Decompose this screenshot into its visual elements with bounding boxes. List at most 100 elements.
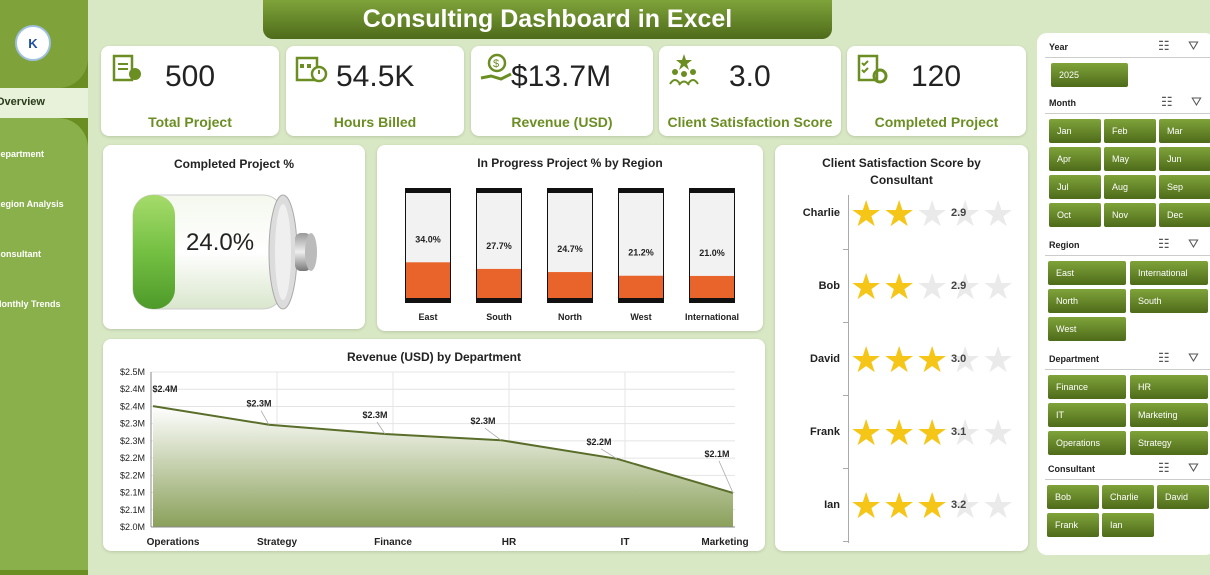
category-label: International	[685, 312, 739, 322]
multi-select-icon[interactable]: ☷	[1161, 94, 1173, 109]
leader-line	[718, 460, 734, 494]
consultant-chart-panel: Client Satisfaction Score by Consultant …	[775, 145, 1028, 551]
data-label: $2.3M	[470, 416, 495, 426]
clear-filter-icon[interactable]: ⛛	[1191, 94, 1202, 109]
bar-fill	[619, 275, 663, 298]
slicer-consultant-david[interactable]: David	[1157, 485, 1209, 509]
score-label: 3.2	[951, 499, 967, 511]
multi-select-icon[interactable]: ☷	[1158, 460, 1170, 475]
chart-title: Revenue (USD) by Department	[346, 350, 522, 364]
kpi-card-total-project: 500 Total Project	[101, 46, 279, 136]
region-bar-north: 24.7% North	[547, 188, 593, 322]
slicer-consultant-frank[interactable]: Frank	[1047, 513, 1099, 537]
slicer-month-sep[interactable]: Sep	[1159, 175, 1210, 199]
slicer-year-title: Year	[1049, 42, 1069, 52]
slicer-department-strategy[interactable]: Strategy	[1130, 431, 1208, 455]
region-chart-panel: In Progress Project % by Region 34.0% Eas…	[377, 145, 763, 331]
sidebar-item-overview[interactable]: Overview	[0, 88, 88, 118]
star-empty-icon: ★	[982, 485, 1015, 526]
multi-select-icon[interactable]: ☷	[1158, 350, 1170, 365]
sidebar-nav-panel	[0, 118, 88, 570]
slicer-region-west[interactable]: West	[1048, 317, 1126, 341]
y-tick-label: $2.3M	[120, 436, 145, 446]
slicer-region-east[interactable]: East	[1048, 261, 1126, 285]
star-filled-icon: ★	[850, 266, 883, 307]
slicer-year-2025[interactable]: 2025	[1051, 63, 1128, 87]
slicer-department-hr[interactable]: HR	[1130, 375, 1208, 399]
region-bar-east: 34.0% East	[405, 188, 451, 322]
slicer-month-jun[interactable]: Jun	[1159, 147, 1210, 171]
slicer-department-title: Department	[1049, 354, 1100, 364]
sidebar-item-monthly-trends[interactable]: Monthly Trends	[0, 299, 61, 309]
star-filled-icon: ★	[883, 339, 916, 380]
consultant-label: Frank	[810, 426, 840, 438]
star-empty-icon: ★	[982, 266, 1015, 307]
star-filled-icon: ★	[883, 266, 916, 307]
slicer-region-south[interactable]: South	[1130, 289, 1208, 313]
kpi-label: Client Satisfaction Score	[667, 114, 833, 130]
slicer-month-feb[interactable]: Feb	[1104, 119, 1156, 143]
leader-line	[600, 448, 618, 460]
slicer-month-apr[interactable]: Apr	[1049, 147, 1101, 171]
score-label: 3.1	[951, 426, 967, 438]
leader-line	[260, 410, 270, 425]
consultant-label: Ian	[824, 499, 840, 511]
bar-fill	[406, 262, 450, 298]
axis-tick	[843, 468, 848, 469]
kpi-value: 54.5K	[336, 60, 415, 93]
slicer-department-finance[interactable]: Finance	[1048, 375, 1126, 399]
slicer-region-north[interactable]: North	[1048, 289, 1126, 313]
sidebar-item-region-analysis[interactable]: Region Analysis	[0, 199, 64, 209]
area-fill	[153, 406, 733, 527]
axis-tick	[843, 322, 848, 323]
slicer-region-international[interactable]: International	[1130, 261, 1208, 285]
clear-filter-icon[interactable]: ⛛	[1188, 460, 1199, 475]
kpi-value: $13.7M	[511, 60, 612, 93]
slicer-month-nov[interactable]: Nov	[1104, 203, 1156, 227]
clear-filter-icon[interactable]: ⛛	[1188, 38, 1199, 53]
multi-select-icon[interactable]: ☷	[1158, 38, 1170, 53]
x-tick-label: Operations	[147, 537, 200, 548]
bar-fill	[548, 272, 592, 298]
slicer-month-oct[interactable]: Oct	[1049, 203, 1101, 227]
axis-tick	[843, 395, 848, 396]
slicer-month-dec[interactable]: Dec	[1159, 203, 1210, 227]
chart-title-line2: Consultant	[870, 173, 933, 187]
category-label: North	[558, 312, 582, 322]
y-tick-label: $2.5M	[120, 367, 145, 377]
revenue-chart-panel: Revenue (USD) by Department $2.0M $2.1M $2…	[103, 339, 765, 551]
slicer-consultant-charlie[interactable]: Charlie	[1102, 485, 1154, 509]
chart-title: Client Satisfaction Score by	[822, 156, 981, 170]
axis-tick	[843, 541, 848, 542]
slicer-month-may[interactable]: May	[1104, 147, 1156, 171]
slicer-month-mar[interactable]: Mar	[1159, 119, 1210, 143]
kpi-label: Hours Billed	[333, 114, 417, 130]
bar-data-label: 24.7%	[557, 244, 583, 254]
star-empty-icon: ★	[982, 339, 1015, 380]
slicer-month-jul[interactable]: Jul	[1049, 175, 1101, 199]
slicer-month-aug[interactable]: Aug	[1104, 175, 1156, 199]
multi-select-icon[interactable]: ☷	[1158, 236, 1170, 251]
sidebar-item-department[interactable]: Department	[0, 149, 45, 159]
bar-fill	[690, 275, 734, 298]
slicer-consultant-title: Consultant	[1048, 464, 1095, 474]
bar-data-label: 21.2%	[628, 248, 654, 258]
clear-filter-icon[interactable]: ⛛	[1188, 236, 1199, 251]
revenue-area-chart: $2.0M $2.1M $2.1M $2.2M $2.2M $2.3M $2.3M $2.4M…	[120, 367, 749, 548]
slicer-department-operations[interactable]: Operations	[1048, 431, 1126, 455]
x-tick-label: HR	[502, 537, 517, 548]
clipboard-icon	[112, 54, 141, 82]
sidebar-item-consultant[interactable]: Consultant	[0, 249, 41, 259]
slicer-consultant-bob[interactable]: Bob	[1047, 485, 1099, 509]
region-bar-south: 27.7% South	[476, 188, 522, 322]
slicer-month-jan[interactable]: Jan	[1049, 119, 1101, 143]
battery-fill	[133, 195, 175, 309]
clear-filter-icon[interactable]: ⛛	[1188, 350, 1199, 365]
slicer-department-it[interactable]: IT	[1048, 403, 1126, 427]
y-tick-label: $2.3M	[120, 419, 145, 429]
slicer-department-marketing[interactable]: Marketing	[1130, 403, 1208, 427]
slicer-consultant-ian[interactable]: Ian	[1102, 513, 1154, 537]
axis-tick	[843, 249, 848, 250]
bar-fill	[477, 268, 521, 298]
star-filled-icon: ★	[883, 193, 916, 234]
